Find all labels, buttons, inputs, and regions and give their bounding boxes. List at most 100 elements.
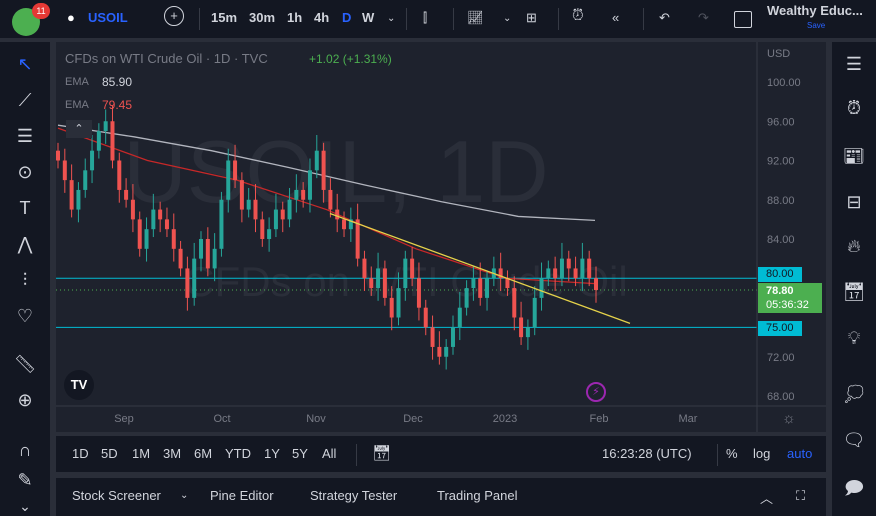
interval-w[interactable]: W <box>362 10 375 25</box>
patterns-icon[interactable]: ⊙ <box>17 162 33 182</box>
compare-add-icon[interactable]: + <box>164 6 184 26</box>
heart-icon[interactable]: ♡ <box>16 306 34 326</box>
interval-1h[interactable]: 1h <box>287 10 303 25</box>
range-6m[interactable]: 6M <box>194 446 213 461</box>
time-axis-label: Mar <box>679 413 698 425</box>
save-button[interactable]: Save <box>807 21 826 30</box>
range-3m[interactable]: 3M <box>163 446 182 461</box>
tab-strategy-tester[interactable]: Strategy Tester <box>310 488 398 503</box>
utc-clock[interactable]: 16:23:28 (UTC) <box>602 446 692 461</box>
percent-scale-toggle[interactable]: % <box>726 446 738 461</box>
bottom-panel-tabs: Stock Screener ⌄ Pine Editor Strategy Te… <box>56 478 826 516</box>
hotlists-fire-icon[interactable]: 🔥︎ <box>847 236 861 256</box>
range-1m[interactable]: 1M <box>132 446 151 461</box>
layout-name[interactable]: Wealthy Educ... <box>767 3 863 18</box>
candle-body <box>389 297 394 318</box>
log-scale-toggle[interactable]: log <box>753 446 771 461</box>
text-icon[interactable]: T <box>19 198 31 218</box>
messages-icon[interactable]: 🗩︎ <box>844 478 864 498</box>
candle-body <box>478 278 483 298</box>
candle-body <box>212 248 217 269</box>
chevron-down-icon[interactable]: ⌄ <box>19 498 31 514</box>
forecast-icon[interactable]: ⫶ <box>22 270 28 290</box>
cursor-icon[interactable]: ↖ <box>17 54 33 74</box>
range-ytd[interactable]: YTD <box>225 446 251 461</box>
xabcd-icon[interactable]: ⋀ <box>17 234 33 254</box>
candle-body <box>199 239 204 259</box>
candle-body <box>260 219 265 239</box>
indicators-icon[interactable]: 📈︎ <box>467 10 484 25</box>
range-5d[interactable]: 5D <box>101 446 118 461</box>
range-1d[interactable]: 1D <box>72 446 89 461</box>
watchlist-icon[interactable]: ☰ <box>845 54 863 74</box>
trendline-icon[interactable]: ⟋ <box>18 90 32 110</box>
candle-body <box>124 189 129 200</box>
maximize-panel-icon[interactable]: ⛶ <box>796 488 806 503</box>
goto-date-icon[interactable]: 📅︎ <box>372 445 392 462</box>
candle-body <box>185 268 190 298</box>
trendline <box>329 212 631 324</box>
range-5y[interactable]: 5Y <box>292 446 308 461</box>
news-icon[interactable]: 📰︎ <box>842 146 866 166</box>
alarm-clock-icon[interactable]: ⏰︎ <box>846 98 862 118</box>
interval-d[interactable]: D <box>342 10 352 25</box>
tab-trading-panel[interactable]: Trading Panel <box>437 488 518 503</box>
fullscreen-box-icon[interactable] <box>734 11 752 28</box>
range-1y[interactable]: 1Y <box>264 446 280 461</box>
candle-body <box>498 268 503 279</box>
price-axis-label: 68.00 <box>767 391 795 403</box>
ruler-icon[interactable]: 📏︎ <box>13 354 37 374</box>
tab-pine-editor[interactable]: Pine Editor <box>210 488 274 503</box>
auto-scale-toggle[interactable]: auto <box>787 446 813 461</box>
lightning-event-icon[interactable]: ⚡︎ <box>586 382 606 402</box>
tradingview-logo[interactable]: TV <box>64 370 94 400</box>
lock-drawing-icon[interactable]: ✎ <box>17 470 33 490</box>
candle-body <box>192 258 197 298</box>
candle-body <box>301 189 306 200</box>
redo-icon[interactable]: ↷ <box>698 10 709 25</box>
chart-settings-icon[interactable]: ☼ <box>782 410 796 427</box>
symbol-search[interactable]: USOIL <box>88 10 128 25</box>
undo-icon[interactable]: ↶ <box>659 10 670 25</box>
price-chart[interactable]: USOIL, 1D CFDs on WTI Crude Oil 100.0096… <box>56 42 826 432</box>
data-window-icon[interactable]: ⊟ <box>846 192 862 212</box>
time-axis-label: Sep <box>114 413 134 425</box>
time-axis-label: Feb <box>590 413 609 425</box>
chats-icon[interactable]: 🗨︎ <box>842 430 866 450</box>
candle-body <box>580 258 585 279</box>
interval-30m[interactable]: 30m <box>249 10 276 25</box>
candle-body <box>362 258 367 279</box>
ideas-lightbulb-icon[interactable]: 💡︎ <box>847 328 861 348</box>
chevron-down-icon[interactable]: ⌄ <box>180 490 189 501</box>
range-all[interactable]: All <box>322 446 337 461</box>
ema-long-line <box>57 124 596 222</box>
chevron-down-icon[interactable]: ⌄ <box>503 13 512 24</box>
replay-icon[interactable]: « <box>612 10 620 25</box>
calendar-icon[interactable]: 📅︎ <box>842 282 866 302</box>
layout-grid-icon[interactable]: ⊞ <box>526 10 537 25</box>
candle-body <box>144 229 149 249</box>
magnet-icon[interactable]: ∩ <box>18 440 32 460</box>
fib-icon[interactable]: ☰ <box>16 126 34 146</box>
timeframe-bar: 1D 5D 1M 3M 6M YTD 1Y 5Y All 📅︎ 16:23:28… <box>56 436 826 472</box>
candle-body <box>566 258 571 269</box>
zoom-icon[interactable]: ⊕ <box>17 390 33 410</box>
ema2-label[interactable]: EMA <box>65 99 89 111</box>
price-axis-label: 100.00 <box>767 77 801 89</box>
candle-body <box>573 268 578 279</box>
interval-4h[interactable]: 4h <box>314 10 330 25</box>
chat-cloud-icon[interactable]: 💭︎ <box>842 384 866 404</box>
chevron-up-icon[interactable]: ︿ <box>760 491 774 506</box>
chevron-down-icon[interactable]: ⌄ <box>387 13 396 24</box>
candle-body <box>219 199 224 249</box>
candles-icon[interactable]: ⫿ <box>423 10 428 25</box>
candle-body <box>137 219 142 249</box>
ema1-label[interactable]: EMA <box>65 76 89 88</box>
tab-stock-screener[interactable]: Stock Screener <box>72 488 161 503</box>
alert-icon[interactable]: ⏰︎ <box>572 7 584 24</box>
collapse-legend-button[interactable]: ⌃ <box>66 120 92 138</box>
currency-selector[interactable]: USD <box>767 48 791 60</box>
candle-body <box>83 170 88 190</box>
chart-pane[interactable]: USOIL, 1D CFDs on WTI Crude Oil 100.00 96… <box>56 42 826 432</box>
interval-15m[interactable]: 15m <box>211 10 238 25</box>
